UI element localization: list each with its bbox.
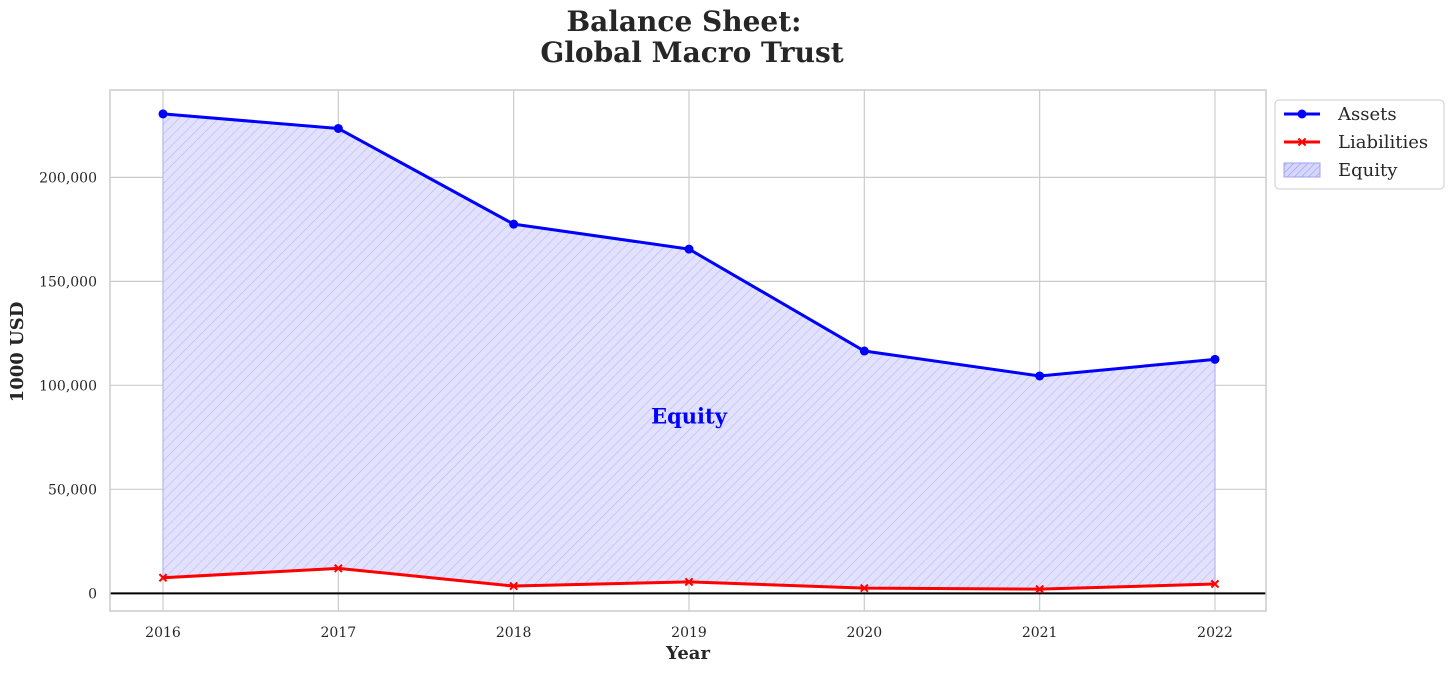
assets-point — [509, 219, 519, 229]
chart-title-line1: Balance Sheet: — [566, 5, 801, 38]
legend-assets-marker — [1297, 109, 1307, 119]
chart-title-line2: Global Macro Trust — [540, 36, 843, 69]
x-tick-label: 2020 — [846, 625, 882, 641]
x-tick-label: 2021 — [1022, 625, 1058, 641]
y-tick-label: 0 — [88, 586, 97, 602]
plot-frame — [109, 89, 1267, 612]
liabilities-point — [158, 573, 168, 583]
legend-equity-label: Equity — [1338, 160, 1398, 181]
x-tick-label: 2019 — [671, 625, 707, 641]
legend: Assets Liabilities Equity — [1274, 99, 1445, 190]
assets-point — [1210, 354, 1220, 364]
legend-liabilities-marker — [1297, 137, 1307, 147]
liabilities-point — [1035, 584, 1044, 594]
assets-point — [158, 109, 168, 119]
y-tick-label: 50,000 — [48, 482, 97, 498]
legend-liabilities-label: Liabilities — [1338, 132, 1428, 153]
liabilities-point — [684, 577, 694, 587]
x-axis-label: Year — [665, 643, 710, 664]
liabilities-point — [860, 583, 869, 593]
assets-point — [684, 244, 694, 254]
series-layer — [158, 109, 1220, 594]
x-tick-label: 2018 — [496, 625, 532, 641]
y-tick-label: 200,000 — [39, 170, 97, 186]
x-tick-label: 2016 — [145, 625, 181, 641]
liabilities-point — [1210, 579, 1220, 589]
liabilities-point — [334, 564, 343, 573]
y-axis-ticks: 0 50,000 100,000 150,000 200,000 — [39, 170, 97, 602]
assets-point — [1035, 371, 1045, 381]
x-tick-label: 2017 — [321, 625, 357, 641]
x-axis-ticks: 2016 2017 2018 2019 2020 2021 2022 — [145, 625, 1233, 641]
legend-assets-label: Assets — [1337, 104, 1397, 125]
y-axis-label: 1000 USD — [7, 302, 28, 403]
assets-point — [333, 123, 343, 133]
y-tick-label: 100,000 — [39, 378, 97, 394]
assets-point — [859, 346, 869, 356]
x-tick-label: 2022 — [1197, 625, 1233, 641]
legend-equity-swatch — [1283, 162, 1321, 178]
liabilities-point — [509, 581, 518, 591]
equity-annotation: Equity — [651, 404, 728, 429]
y-tick-label: 150,000 — [39, 274, 97, 290]
